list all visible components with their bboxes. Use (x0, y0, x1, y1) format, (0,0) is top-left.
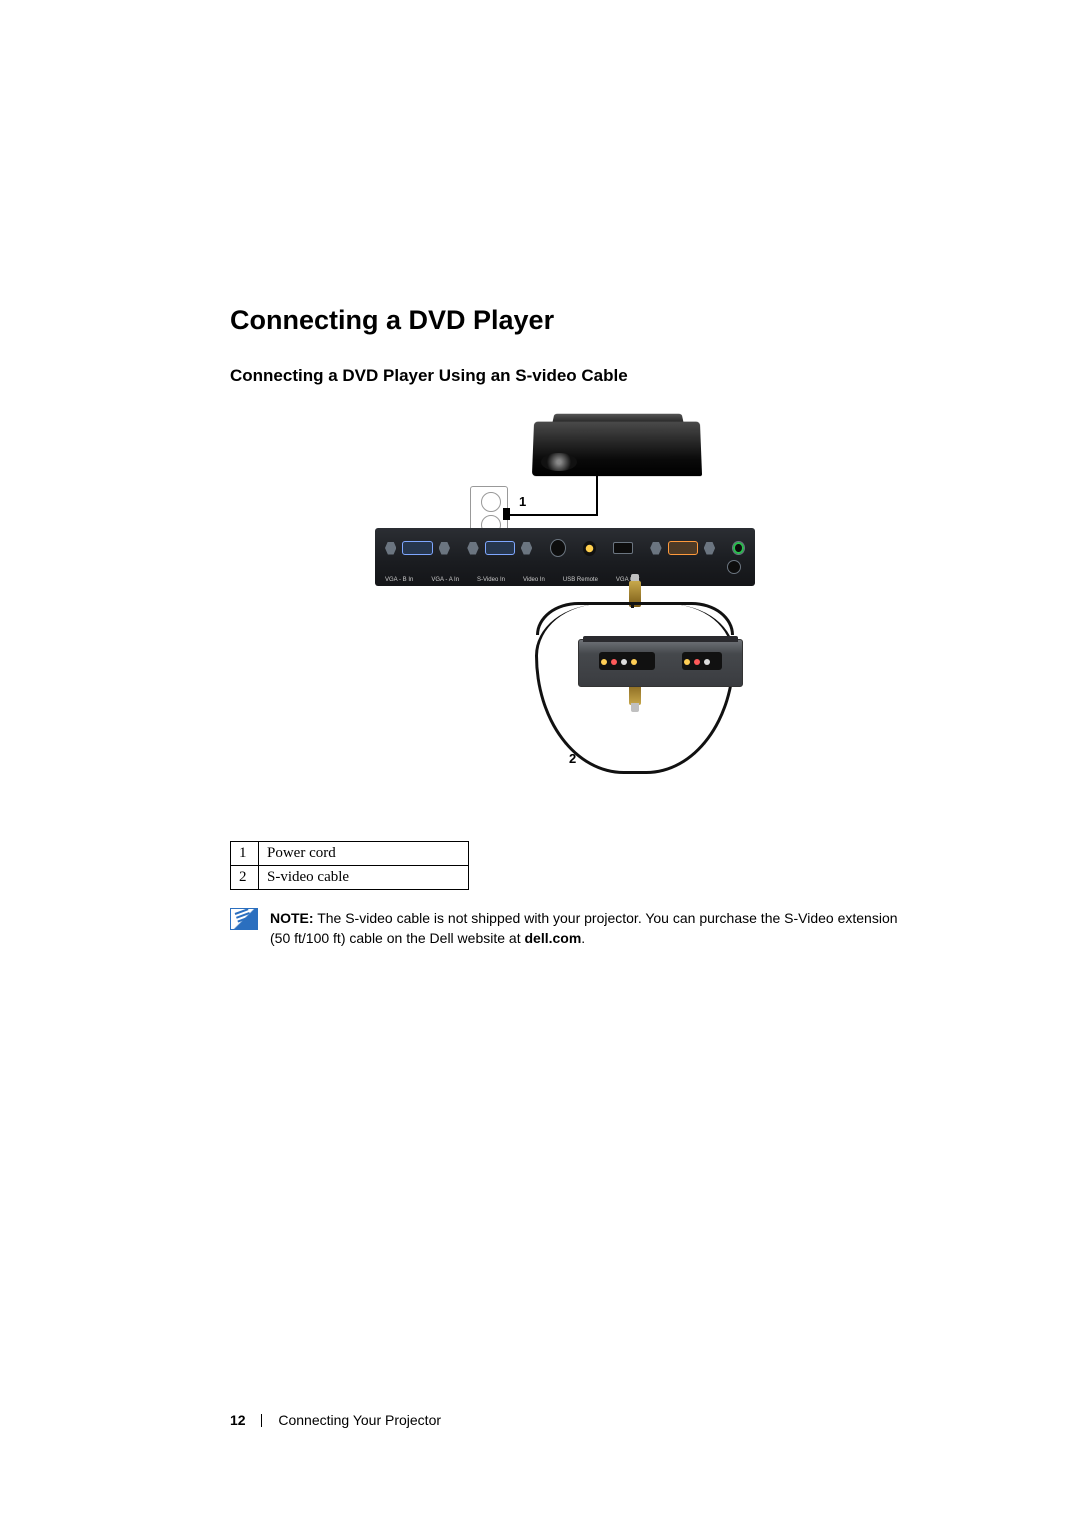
power-cord-line (596, 471, 598, 516)
screw-icon (439, 542, 450, 555)
note-block: NOTE: The S-video cable is not shipped w… (230, 908, 900, 949)
screw-icon (521, 542, 532, 555)
part-number: 1 (231, 842, 259, 866)
table-row: 2 S-video cable (231, 866, 469, 890)
part-label: Power cord (259, 842, 469, 866)
port-label: VGA - A In (431, 577, 459, 583)
manual-page: Connecting a DVD Player Connecting a DVD… (0, 0, 1080, 1528)
usb-remote-port (613, 542, 633, 554)
dvd-player-graphic (578, 639, 743, 687)
footer-separator-icon (261, 1414, 262, 1427)
port-label: VGA - B In (385, 577, 413, 583)
power-cord-line (508, 514, 598, 516)
table-row: 1 Power cord (231, 842, 469, 866)
note-text: NOTE: The S-video cable is not shipped w… (270, 908, 900, 949)
vga-a-in-port (485, 541, 515, 555)
connection-diagram: 1 (375, 406, 755, 816)
part-number: 2 (231, 866, 259, 890)
vga-b-in-port (402, 541, 432, 555)
screw-icon (704, 542, 715, 555)
screw-icon (467, 542, 478, 555)
note-prefix: NOTE: (270, 910, 314, 926)
s-video-port (550, 539, 566, 557)
callout-2: 2 (569, 751, 576, 766)
part-label: S-video cable (259, 866, 469, 890)
page-number: 12 (230, 1412, 246, 1428)
callout-1: 1 (519, 494, 526, 509)
note-body-end: . (581, 930, 585, 946)
screw-icon (650, 542, 661, 555)
parts-legend-table: 1 Power cord 2 S-video cable (230, 841, 469, 890)
screw-icon (385, 542, 396, 555)
page-heading: Connecting a DVD Player (230, 305, 900, 336)
note-site: dell.com (524, 930, 581, 946)
page-subheading: Connecting a DVD Player Using an S-video… (230, 366, 900, 386)
projector-graphic (533, 411, 701, 486)
section-title: Connecting Your Projector (278, 1412, 441, 1428)
audio-out-jack (732, 541, 745, 555)
page-footer: 12 Connecting Your Projector (230, 1412, 441, 1428)
video-in-port (583, 541, 596, 556)
note-icon (230, 908, 258, 930)
vga-out-port (668, 541, 698, 555)
